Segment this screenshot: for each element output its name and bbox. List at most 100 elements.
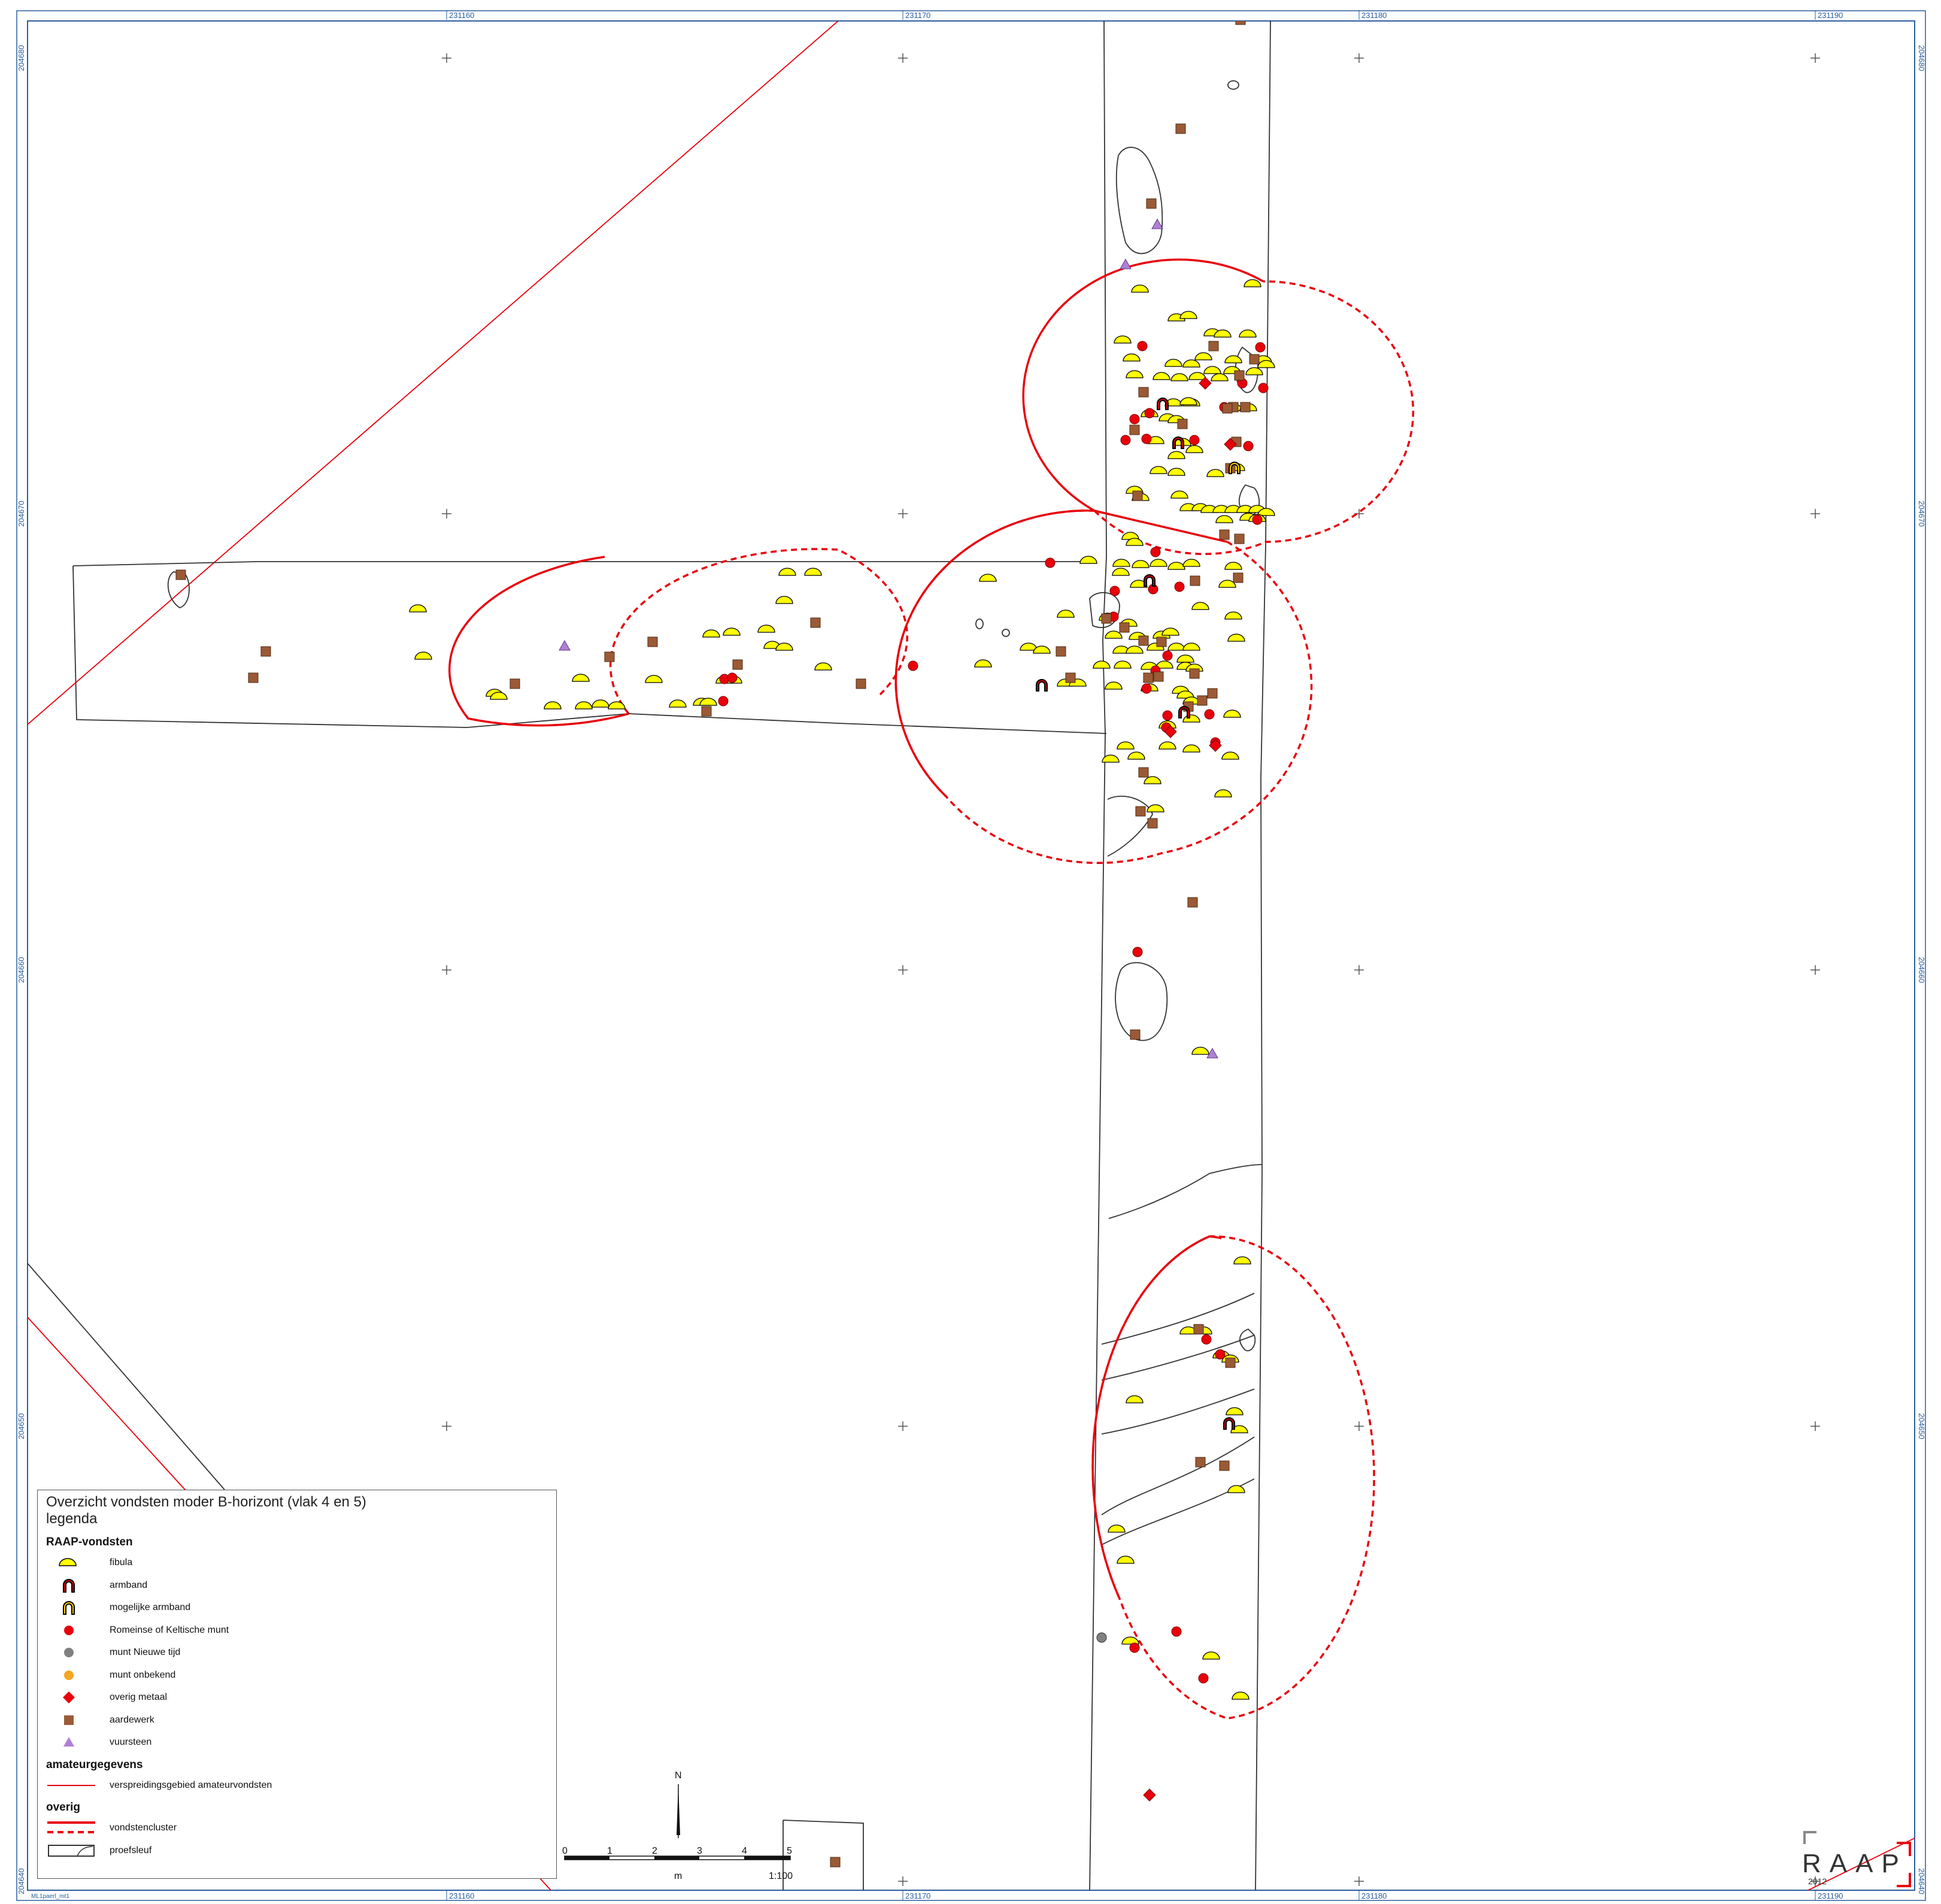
pottery-marker (1146, 198, 1157, 209)
raap-logo: RAAP (1802, 1849, 1907, 1878)
roman-coin-marker (1215, 1349, 1226, 1360)
trench-icon (47, 1842, 95, 1860)
fibula-marker (1147, 804, 1164, 812)
armband-marker (1036, 679, 1048, 692)
roman-coin-marker (727, 672, 738, 683)
roman-coin-marker (1162, 710, 1173, 721)
fibula-marker (575, 701, 593, 710)
fibula-marker (1224, 355, 1242, 363)
roman-coin-marker (1137, 341, 1148, 351)
scale-tick-label: 1 (607, 1846, 612, 1856)
fibula-marker (702, 629, 720, 638)
find-clusters (448, 258, 1415, 1720)
legend-item-label: mogelijke armband (110, 1602, 191, 1612)
fibula-marker (1215, 515, 1233, 523)
pottery-marker (1153, 671, 1164, 682)
fibula-marker (1126, 1395, 1144, 1403)
roman-coin-marker (1129, 414, 1140, 425)
map-frame (27, 20, 1915, 1891)
legend-subtitle: legenda (46, 1511, 98, 1527)
legend-item: fibula (44, 1554, 403, 1572)
legend-item-label: verspreidingsgebied amateurvondsten (110, 1779, 272, 1790)
x-coordinate-label: 231170 (905, 11, 930, 20)
legend-item: verspreidingsgebied amateurvondsten (44, 1776, 403, 1794)
legend-item-label: fibula (110, 1557, 133, 1568)
fibula-marker (1182, 359, 1200, 368)
fibula-marker (1239, 329, 1257, 338)
fibula-marker (414, 651, 432, 660)
pottery-marker (1235, 21, 1246, 25)
scale-tick-label: 3 (697, 1846, 702, 1856)
fibula-marker (804, 568, 822, 576)
legend-item-label: vuursteen (110, 1737, 152, 1747)
x-coordinate-label: 231160 (449, 1891, 474, 1900)
y-coordinate-label: 204670 (1917, 501, 1926, 526)
fibula-marker (1093, 660, 1111, 669)
pottery-marker (1233, 572, 1244, 583)
y-coordinate-label: 204650 (1917, 1413, 1926, 1439)
fibula-marker (1182, 642, 1200, 651)
legend-title: Overzicht vondsten moder B-horizont (vla… (46, 1494, 366, 1510)
fibula-marker (1176, 654, 1194, 663)
roman-coin-marker (718, 696, 729, 707)
fibula-marker (1150, 559, 1167, 567)
roman-coin-marker (1198, 1673, 1209, 1684)
fibula-marker (1170, 490, 1188, 499)
pottery-marker (1207, 688, 1218, 699)
grid-cross (442, 1421, 451, 1431)
modern-coin-icon (47, 1644, 83, 1662)
y-coordinate-label: 204660 (1917, 957, 1926, 983)
fibula-marker (1167, 562, 1185, 570)
flint-marker (1151, 219, 1163, 229)
legend-item-label: Romeinse of Keltische munt (110, 1624, 229, 1635)
legend-item: vondstencluster (44, 1819, 403, 1837)
y-coordinate-label: 204650 (17, 1413, 26, 1439)
grid-cross (898, 1421, 908, 1431)
legend-item-label: vondstencluster (110, 1823, 177, 1833)
pottery-marker (1195, 1457, 1206, 1468)
fibula-marker (592, 699, 609, 708)
fibula-marker (645, 675, 663, 683)
legend-item-label: munt onbekend (110, 1669, 176, 1680)
pottery-marker (1219, 529, 1230, 540)
pottery-marker (1143, 672, 1154, 683)
fibula-marker (814, 662, 832, 671)
armband-marker (1157, 398, 1169, 410)
trench-outlines (28, 21, 1271, 1890)
fibula-marker (1131, 284, 1149, 293)
footer-note: ML1paerl_mt1 (31, 1893, 69, 1900)
fibula-marker (1179, 311, 1197, 319)
fibula-marker (1233, 1256, 1251, 1265)
fibula-marker (1221, 751, 1239, 760)
legend-section-heading: RAAP-vondsten (46, 1536, 133, 1548)
pottery-marker (1101, 613, 1112, 624)
fibula-marker (1226, 1407, 1244, 1415)
legend-panel: Overzicht vondsten moder B-horizont (vla… (37, 1490, 557, 1879)
fibula-marker (1223, 710, 1241, 718)
grid-cross (1810, 965, 1820, 975)
fibula-marker (409, 604, 427, 613)
legend-item: vuursteen (44, 1733, 403, 1751)
roman-coin-marker (908, 660, 918, 671)
pottery-marker (647, 636, 658, 647)
fibula-marker (1224, 611, 1242, 620)
pottery-marker (1147, 818, 1158, 829)
roman-coin-marker (1255, 342, 1266, 353)
armband-marker (1178, 706, 1190, 718)
legend-item: aardewerk (44, 1711, 403, 1729)
grid-cross (442, 53, 451, 63)
grid-cross (898, 965, 908, 975)
fibula-marker (1191, 1047, 1209, 1055)
pottery-marker (1225, 1357, 1236, 1368)
roman-coin-marker (1201, 1334, 1212, 1345)
legend-item-label: overig metaal (110, 1692, 168, 1702)
thin-red-line-icon (47, 1776, 95, 1794)
pottery-marker (1129, 425, 1140, 435)
fibula-marker (1112, 568, 1130, 576)
legend-item-label: armband (110, 1579, 148, 1590)
fibula-marker (1167, 451, 1185, 459)
y-coordinate-label: 204680 (17, 45, 26, 71)
fibula-marker (608, 701, 626, 710)
grid-cross (1354, 53, 1364, 63)
pottery-marker (1175, 123, 1186, 134)
